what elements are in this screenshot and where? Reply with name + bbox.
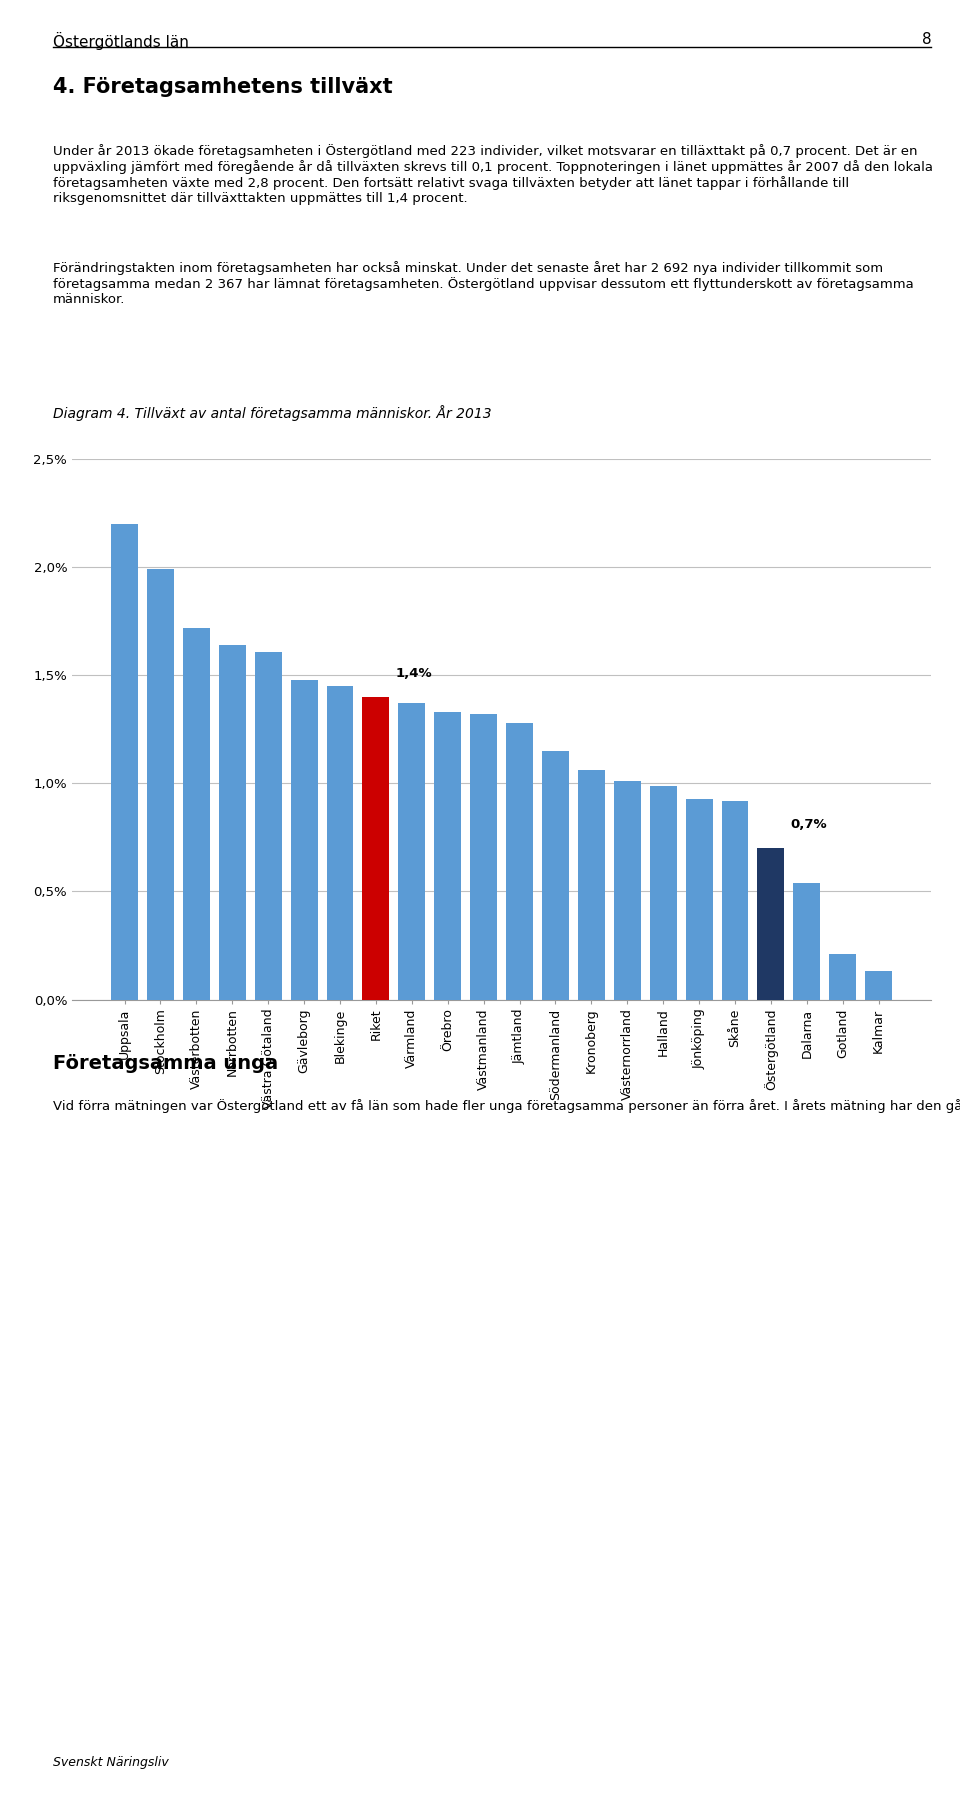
Text: Östergötlands län: Östergötlands län bbox=[53, 32, 189, 50]
Bar bbox=[470, 715, 497, 1000]
Text: 8: 8 bbox=[922, 32, 931, 47]
Text: Svenskt Näringsliv: Svenskt Näringsliv bbox=[53, 1756, 169, 1769]
Bar bbox=[578, 771, 605, 1000]
Bar bbox=[506, 722, 533, 1000]
Bar bbox=[793, 882, 821, 1000]
Bar bbox=[650, 785, 677, 1000]
Bar bbox=[111, 524, 138, 1000]
Text: 0,7%: 0,7% bbox=[791, 818, 828, 830]
Bar bbox=[254, 652, 281, 1000]
Bar bbox=[685, 798, 712, 1000]
Bar bbox=[363, 697, 390, 1000]
Bar bbox=[182, 629, 210, 1000]
Text: Företagsamma unga: Företagsamma unga bbox=[53, 1054, 278, 1073]
Bar bbox=[398, 704, 425, 1000]
Bar bbox=[757, 848, 784, 1000]
Bar bbox=[326, 686, 353, 1000]
Text: Förändringstakten inom företagsamheten har också minskat. Under det senaste året: Förändringstakten inom företagsamheten h… bbox=[53, 261, 914, 306]
Bar bbox=[291, 679, 318, 1000]
Bar bbox=[829, 955, 856, 1000]
Bar bbox=[147, 569, 174, 1000]
Bar bbox=[613, 782, 640, 1000]
Text: Diagram 4. Tillväxt av antal företagsamma människor. År 2013: Diagram 4. Tillväxt av antal företagsamm… bbox=[53, 405, 492, 421]
Bar bbox=[219, 645, 246, 1000]
Bar bbox=[722, 801, 749, 1000]
Bar bbox=[865, 971, 892, 1000]
Bar bbox=[434, 711, 461, 1000]
Text: 1,4%: 1,4% bbox=[396, 666, 432, 679]
Bar bbox=[542, 751, 569, 1000]
Text: Vid förra mätningen var Östergötland ett av få län som hade fler unga företagsam: Vid förra mätningen var Östergötland ett… bbox=[53, 1099, 960, 1113]
Text: 4. Företagsamhetens tillväxt: 4. Företagsamhetens tillväxt bbox=[53, 77, 393, 97]
Text: Under år 2013 ökade företagsamheten i Östergötland med 223 individer, vilket mot: Under år 2013 ökade företagsamheten i Ös… bbox=[53, 144, 933, 205]
